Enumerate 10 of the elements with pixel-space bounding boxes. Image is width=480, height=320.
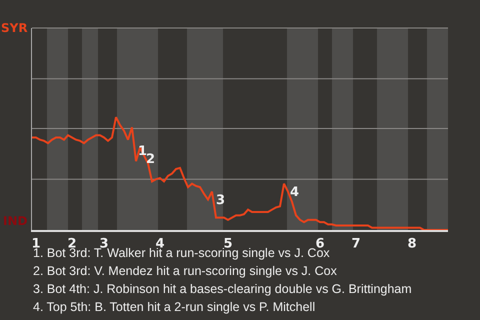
text: 2. Bot 3rd: V. Mendez hit a run-scoring single vs J. Cox [33, 264, 338, 278]
annotation: 3 [216, 193, 226, 208]
x-tick-label: 7 [351, 236, 361, 252]
text: IND [3, 214, 28, 228]
text: 3. Bot 4th: J. Robinson hit a bases-clearing double vs G. Brittingham [33, 282, 412, 296]
text: SYR [1, 21, 28, 35]
x-tick-label: 8 [407, 236, 417, 252]
text: 4. Top 5th: B. Totten hit a 2-run single vs P. Mitchell [33, 300, 316, 314]
annotation: 2 [146, 152, 156, 167]
annotation: 4 [290, 185, 300, 200]
